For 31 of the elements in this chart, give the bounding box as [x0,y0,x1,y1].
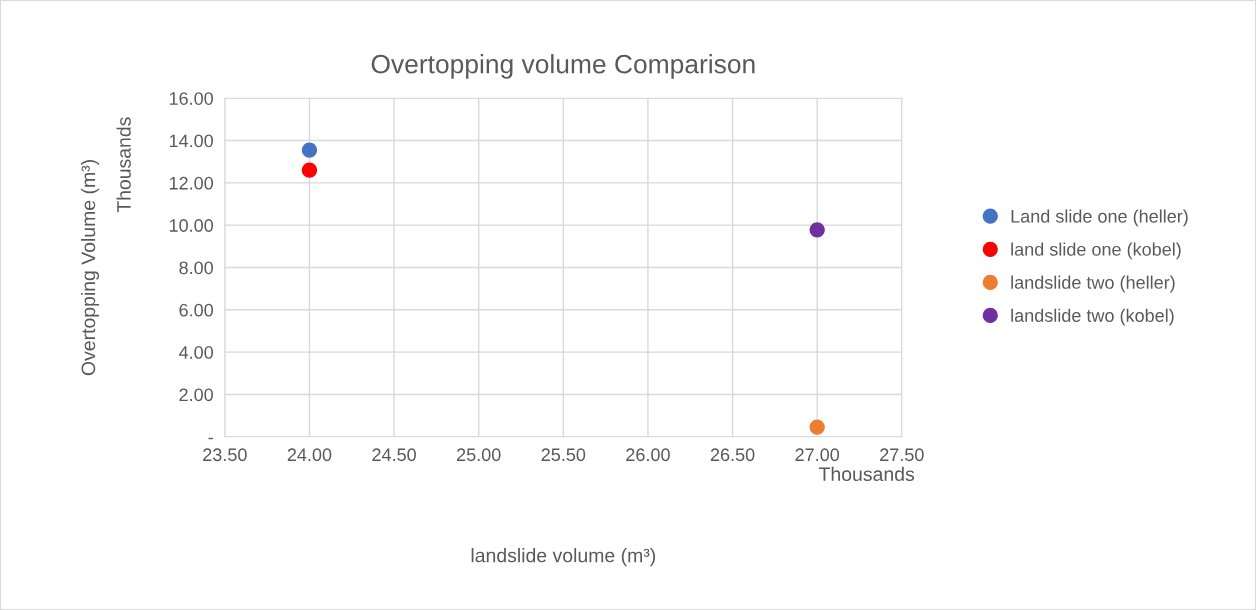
y-tick-label: 14.00 [169,134,214,148]
point [301,162,318,178]
point [301,142,318,158]
x-tick-label: 25.00 [457,448,501,462]
y-tick-label: 4.00 [178,346,214,359]
chart-title: Overtopping volume Comparison [371,54,755,79]
x-tick-label: 27.50 [880,448,924,462]
legend-label: land slide one (kobel) [1011,242,1181,260]
legend-label: Land slide one (heller) [1011,209,1188,227]
x-tick-label: 26.00 [626,448,670,462]
y-tick-label: 12.00 [169,176,214,190]
y-tick-label: 10.00 [169,219,214,232]
y-axis-title: Overtopping Volume (m³) [80,160,100,376]
x-tick-label: 24.50 [372,448,416,462]
point [809,222,825,238]
x-tick-label: 23.50 [203,448,247,462]
x-tick-label: 27.00 [795,448,840,462]
x-axis-title: landslide volume (m³) [471,548,656,567]
text: Thousands [818,466,915,482]
y-tick-label: 2.00 [179,388,214,402]
y-tick-label: - [208,437,213,440]
x-tick-label: 24.00 [287,448,332,462]
y-tick-label: 6.00 [179,303,214,317]
point [809,419,825,435]
legend-label: landslide two (heller) [1011,275,1175,293]
y-tick-label: 8.00 [179,261,214,275]
x-tick-label: 26.50 [710,448,755,462]
x-tick-label: 25.50 [541,448,586,462]
y-tick-label: 16.00 [169,92,214,105]
legend-label: landslide two (kobel) [1011,308,1174,326]
text: Thousands [116,117,131,213]
